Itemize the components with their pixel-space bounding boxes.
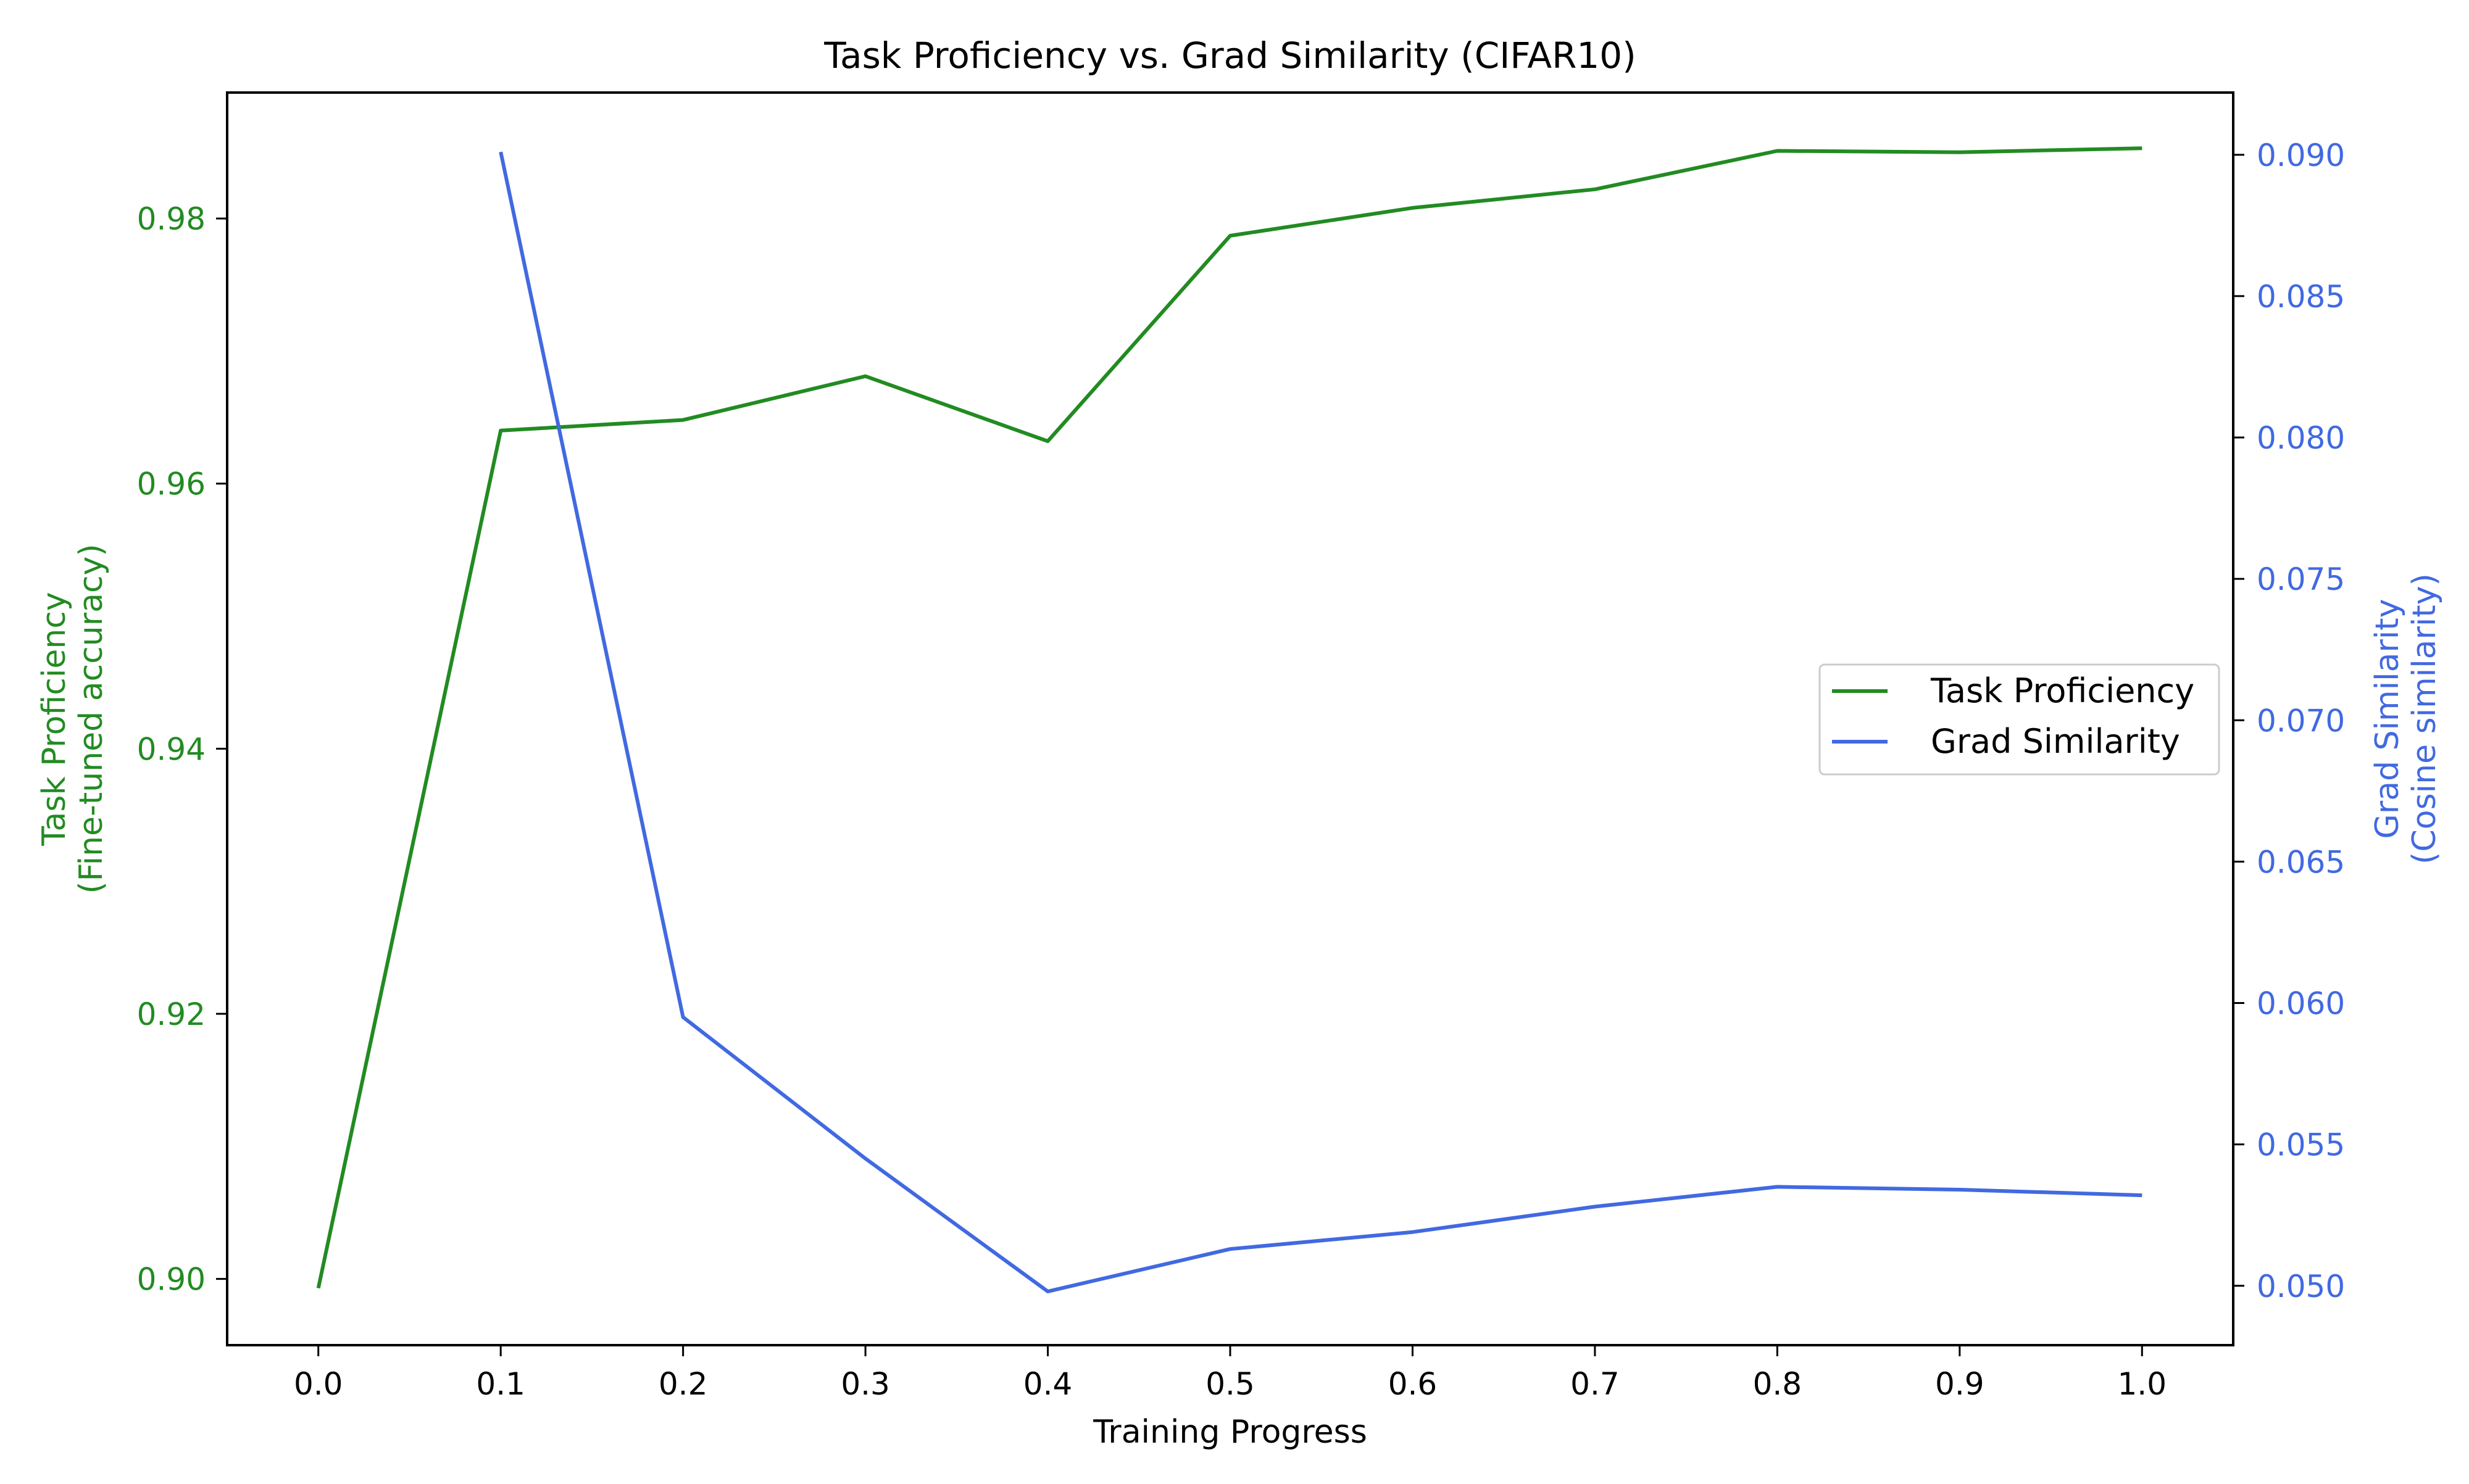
y-right-tick-label-5: 0.075 [2257,562,2345,597]
plot-area: 0.0 0.1 0.2 0.3 0.4 0.5 0.6 0.7 0.8 0.9 1.0 0.90 0.9… [137,91,2345,1402]
y-axis-left-label-line1: Task Proficiency [36,592,73,846]
data-point-grad-similarity-3 [1046,1290,1050,1293]
y-axis-right-label-line2: (Cosine similarity) [2406,573,2443,864]
data-point-task-proficiency-7 [1593,188,1597,191]
data-point-task-proficiency-8 [1775,149,1779,153]
y-right-tick-label-1: 0.055 [2257,1127,2345,1163]
series-line-grad-similarity [499,151,2142,1293]
data-point-grad-similarity-4 [1228,1247,1232,1251]
y-right-tick-label-2: 0.060 [2257,986,2345,1022]
data-point-task-proficiency-6 [1410,206,1414,210]
data-point-grad-similarity-8 [1958,1188,1962,1192]
x-tick-label-10: 1.0 [2118,1366,2167,1402]
legend-box [1818,663,2220,776]
y-right-tick-label-8: 0.090 [2257,138,2345,173]
x-tick-label-1: 0.1 [476,1366,525,1402]
data-point-grad-similarity-6 [1593,1204,1597,1208]
data-point-task-proficiency-9 [1958,151,1962,154]
data-point-task-proficiency-2 [681,418,685,422]
data-point-grad-similarity-0 [499,150,502,154]
x-tick-label-3: 0.3 [841,1366,890,1402]
y-left-tick-label-4: 0.98 [137,201,206,237]
chart-title: Task Proficiency vs. Grad Similarity (CI… [823,35,1636,77]
y-right-tick-label-4: 0.070 [2257,703,2345,739]
x-axis-label: Training Progress [1093,1414,1367,1451]
data-point-task-proficiency-1 [499,429,502,433]
data-point-grad-similarity-7 [1775,1185,1779,1188]
y-left-tick-label-3: 0.96 [137,466,206,502]
data-point-task-proficiency-4 [1046,439,1050,443]
x-tick-label-4: 0.4 [1023,1366,1073,1402]
data-point-task-proficiency-10 [2140,146,2144,150]
data-point-task-proficiency-0 [317,1287,320,1290]
data-point-task-proficiency-5 [1228,234,1232,238]
y-right-tick-label-3: 0.065 [2257,844,2345,880]
plot-frame [226,91,2234,1346]
x-tick-label-7: 0.7 [1570,1366,1620,1402]
y-left-tick-label-0: 0.90 [137,1262,206,1298]
x-tick-label-6: 0.6 [1388,1366,1438,1402]
x-tick-label-9: 0.9 [1935,1366,1984,1402]
data-point-task-proficiency-3 [864,375,867,378]
y-axis-right-label-line1: Grad Similarity [2369,599,2406,839]
y-right-tick-label-6: 0.080 [2257,420,2345,456]
legend-label-task-proficiency: Task Proficiency [1930,671,2194,710]
y-right-tick-label-7: 0.085 [2257,279,2345,315]
y-left-tick-label-1: 0.92 [137,997,206,1032]
x-tick-label-5: 0.5 [1205,1366,1255,1402]
data-point-grad-similarity-9 [2140,1193,2144,1197]
x-tick-label-0: 0.0 [294,1366,343,1402]
data-point-grad-similarity-1 [681,1015,685,1019]
y-left-tick-label-2: 0.94 [137,731,206,767]
legend-label-grad-similarity: Grad Similarity [1931,722,2180,761]
data-point-grad-similarity-5 [1410,1230,1414,1234]
y-axis-left-label-line2: (Fine-tuned accuracy) [73,544,110,893]
x-tick-label-2: 0.2 [659,1366,708,1402]
y-right-tick-label-0: 0.050 [2257,1269,2345,1304]
x-tick-label-8: 0.8 [1753,1366,1802,1402]
data-point-grad-similarity-2 [864,1157,867,1161]
series-line-task-proficiency [316,146,2142,1289]
legend: Task Proficiency Grad Similarity [1818,663,2220,776]
